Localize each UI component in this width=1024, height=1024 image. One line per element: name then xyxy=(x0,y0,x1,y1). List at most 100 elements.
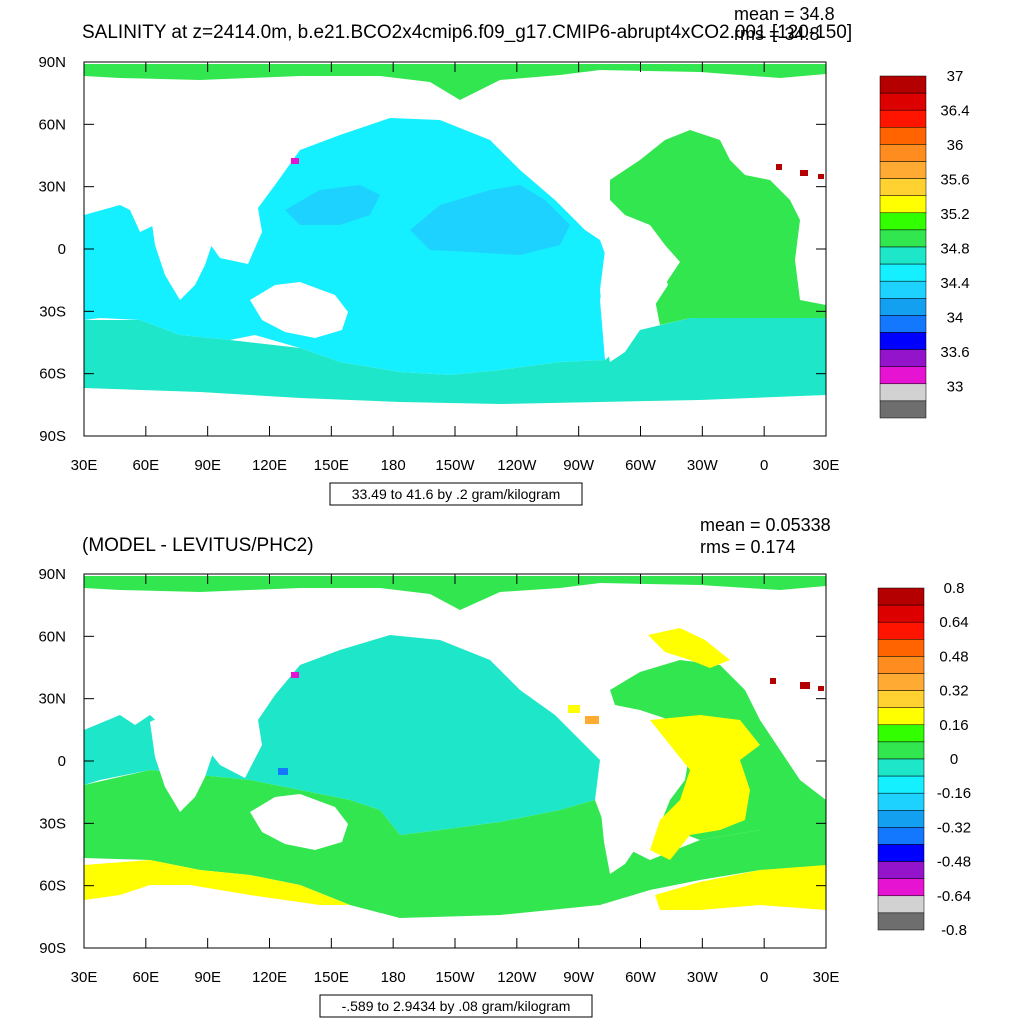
colorbar-swatch xyxy=(877,707,925,726)
colorbar-swatch xyxy=(879,400,927,419)
lat-tick-label: 90S xyxy=(39,940,66,957)
lon-tick-label: 60W xyxy=(625,457,657,474)
lon-tick-label: 60E xyxy=(132,457,159,474)
colorbar-label: 33 xyxy=(947,379,964,396)
bottom-title: (MODEL - LEVITUS/PHC2) xyxy=(82,535,314,556)
bottom-land-south-america xyxy=(600,752,668,874)
colorbar-swatch xyxy=(877,639,925,657)
lat-tick-label: 90S xyxy=(39,428,66,445)
colorbar-swatch xyxy=(877,878,925,897)
lon-tick-label: 30E xyxy=(813,457,840,474)
colorbar-label: -0.48 xyxy=(937,854,971,871)
colorbar-swatch xyxy=(877,810,925,828)
colorbar-swatch xyxy=(877,844,925,862)
bottom-land-australia xyxy=(250,794,348,850)
top-colorbar: 37 36.4 36 35.6 35.2 34.8 34.4 34 33.6 33 xyxy=(879,68,970,419)
colorbar-label: 35.2 xyxy=(940,206,969,223)
colorbar-swatch xyxy=(879,127,927,145)
lat-tick-label: 30S xyxy=(39,303,66,320)
colorbar-label: 36 xyxy=(947,137,964,154)
colorbar-swatch xyxy=(877,690,925,708)
top-mean: mean = 34.8 xyxy=(734,4,835,24)
lon-tick-label: 90E xyxy=(194,457,221,474)
lon-tick-label: 180 xyxy=(381,969,406,986)
top-field-atlantic xyxy=(610,130,826,325)
lon-tick-label: 150W xyxy=(435,457,475,474)
colorbar-label: 0.48 xyxy=(939,648,968,665)
top-field-west-pacific-pocket xyxy=(285,185,380,225)
colorbar-swatch xyxy=(879,349,927,367)
lon-tick-label: 150E xyxy=(314,457,349,474)
colorbar-swatch xyxy=(879,161,927,179)
lon-tick-label: 30E xyxy=(71,457,98,474)
lon-tick-label: 30E xyxy=(813,969,840,986)
colorbar-swatch xyxy=(877,827,925,845)
bottom-lon-ticks: 30E 60E 90E 120E 150E 180 150W 120W 90W 60W 30W 0 30… xyxy=(71,574,840,986)
colorbar-swatch xyxy=(877,587,925,606)
colorbar-swatch xyxy=(877,673,925,691)
colorbar-swatch xyxy=(879,75,927,94)
top-field-pacific-pocket xyxy=(410,185,570,255)
top-rms: rms = 34.8 xyxy=(734,24,820,44)
colorbar-swatch xyxy=(879,298,927,316)
lat-tick-label: 0 xyxy=(58,753,66,770)
colorbar-label: 36.4 xyxy=(940,103,969,120)
bottom-field-southern-yellow xyxy=(84,860,350,905)
bottom-field-atlantic-yellow xyxy=(650,715,760,860)
colorbar-label: -0.32 xyxy=(937,819,971,836)
bottom-land-africa xyxy=(150,712,215,812)
colorbar-swatch xyxy=(877,621,925,640)
colorbar-swatch xyxy=(877,758,925,777)
colorbar-swatch xyxy=(879,178,927,196)
bottom-range-label: -.589 to 2.9434 by .08 gram/kilogram xyxy=(342,998,571,1014)
bottom-map xyxy=(83,573,827,949)
top-lon-ticks: 30E 60E 90E 120E 150E 180 150W 120W 90W 60W 30W 0 30… xyxy=(71,62,840,474)
bottom-colorbar: 0.8 0.64 0.48 0.32 0.16 0 -0.16 -0.32 -0.48 -0.64… xyxy=(877,580,971,939)
colorbar-swatch xyxy=(879,229,927,248)
lon-tick-label: 0 xyxy=(760,457,768,474)
top-field-southern-ocean xyxy=(84,315,826,404)
colorbar-swatch xyxy=(879,195,927,214)
lon-tick-label: 150E xyxy=(314,969,349,986)
colorbar-swatch xyxy=(879,109,927,128)
bottom-field-arctic xyxy=(84,576,826,610)
colorbar-label: 37 xyxy=(947,68,964,85)
lon-tick-label: 30E xyxy=(71,969,98,986)
lon-tick-label: 30W xyxy=(687,457,719,474)
colorbar-label: 0 xyxy=(950,751,958,768)
colorbar-label: 35.6 xyxy=(940,172,969,189)
lon-tick-label: 90E xyxy=(194,969,221,986)
top-map xyxy=(83,61,827,437)
lat-tick-label: 60S xyxy=(39,878,66,895)
bottom-field-southern-yellow-east xyxy=(655,865,826,910)
lon-tick-label: 180 xyxy=(381,457,406,474)
lon-tick-label: 60W xyxy=(625,969,657,986)
top-field-indo-pacific xyxy=(84,118,608,375)
colorbar-label: 33.6 xyxy=(940,344,969,361)
colorbar-label: -0.64 xyxy=(937,888,971,905)
bottom-mean: mean = 0.05338 xyxy=(700,515,831,535)
colorbar-swatch xyxy=(877,792,925,811)
colorbar-swatch xyxy=(879,332,927,350)
colorbar-swatch xyxy=(879,246,927,265)
lon-tick-label: 120E xyxy=(252,457,287,474)
lat-tick-label: 60N xyxy=(38,116,66,133)
colorbar-label: 0.16 xyxy=(939,717,968,734)
colorbar-swatch xyxy=(877,912,925,931)
colorbar-swatch xyxy=(877,741,925,760)
colorbar-label: -0.16 xyxy=(937,785,971,802)
colorbar-swatch xyxy=(877,895,925,914)
bottom-lat-ticks: 90N 60N 30N 0 30S 60S 90S xyxy=(38,566,826,957)
lon-tick-label: 0 xyxy=(760,969,768,986)
lat-tick-label: 60N xyxy=(38,628,66,645)
lat-tick-label: 60S xyxy=(39,366,66,383)
lat-tick-label: 90N xyxy=(38,566,66,583)
lon-tick-label: 150W xyxy=(435,969,475,986)
lat-tick-label: 30N xyxy=(38,691,66,708)
colorbar-swatch xyxy=(879,92,927,111)
top-land-africa xyxy=(150,200,215,300)
top-title: SALINITY at z=2414.0m, b.e21.BCO2x4cmip6… xyxy=(82,22,852,43)
bottom-panel: (MODEL - LEVITUS/PHC2) mean = 0.05338 rm… xyxy=(38,515,971,1018)
bottom-field-nordic-yellow xyxy=(648,628,730,668)
top-range-label: 33.49 to 41.6 by .2 gram/kilogram xyxy=(352,486,561,502)
